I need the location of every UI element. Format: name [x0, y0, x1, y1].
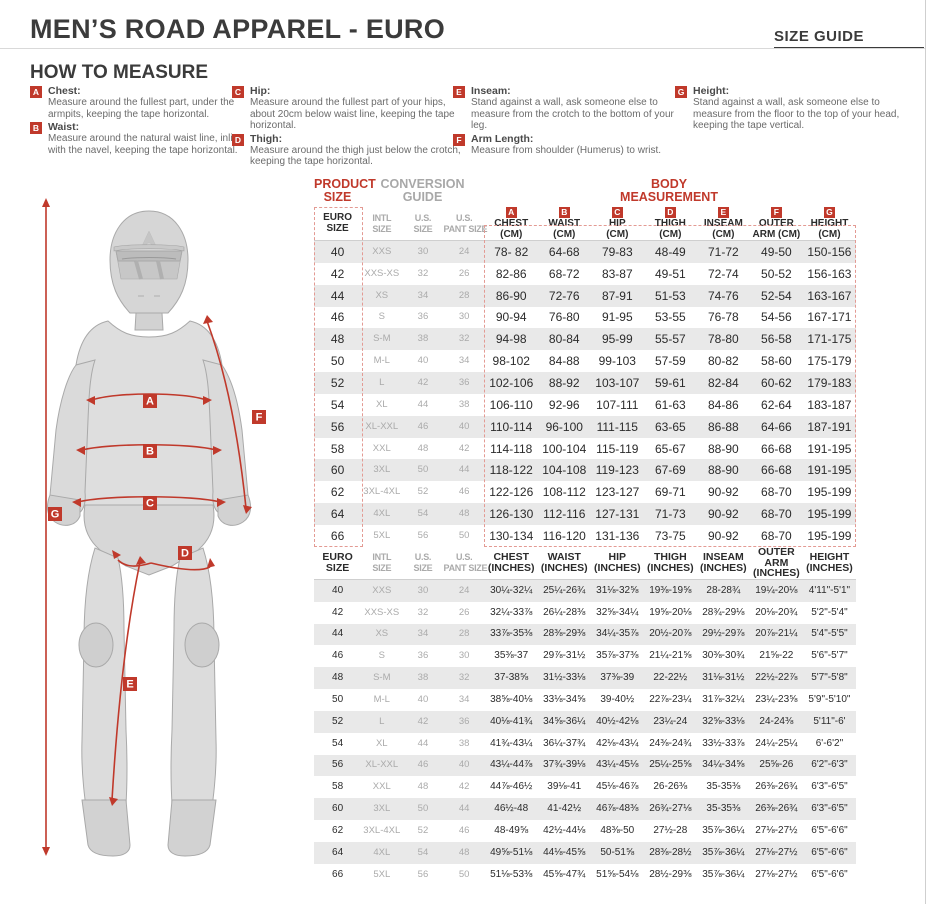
svg-text:C: C: [146, 498, 154, 510]
svg-text:G: G: [51, 509, 60, 521]
svg-text:F: F: [256, 412, 263, 424]
svg-text:D: D: [181, 548, 189, 560]
svg-text:E: E: [126, 679, 133, 691]
svg-text:A: A: [146, 396, 154, 408]
svg-text:B: B: [146, 446, 154, 458]
